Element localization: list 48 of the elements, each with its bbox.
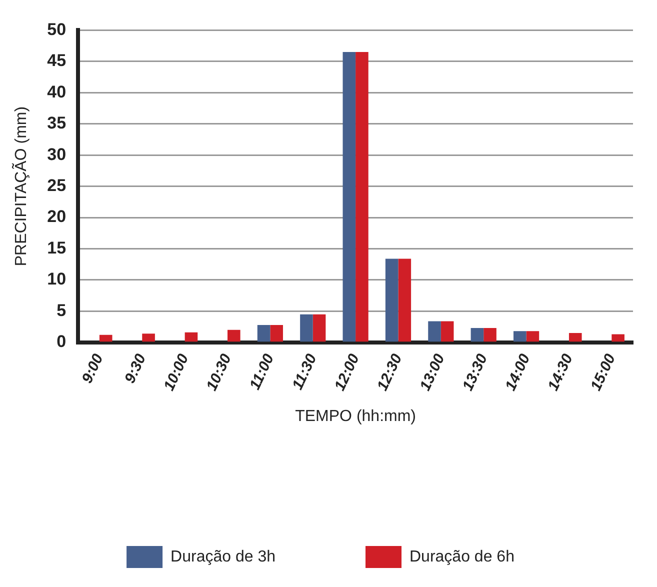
y-tick-label: 30 xyxy=(47,144,66,164)
x-tick-label: 11:00 xyxy=(246,350,278,392)
bar xyxy=(568,333,582,342)
bar xyxy=(356,52,368,342)
bar xyxy=(142,334,155,342)
bar xyxy=(398,258,412,342)
bar xyxy=(312,314,326,342)
x-tick-label: 9:30 xyxy=(121,350,150,386)
x-tick-label: 11:30 xyxy=(289,350,321,392)
bar xyxy=(257,324,270,342)
bar xyxy=(428,321,441,342)
x-tick-label: 12:00 xyxy=(331,350,364,394)
legend-label: Duração de 6h xyxy=(410,548,514,566)
y-tick-label: 45 xyxy=(47,51,66,70)
bar xyxy=(184,332,198,342)
y-tick-label: 35 xyxy=(47,114,66,133)
x-tick-label: 9:00 xyxy=(78,350,108,386)
y-tick-label: 20 xyxy=(47,207,66,226)
x-tick-label: 10:30 xyxy=(203,350,236,394)
x-tick-label: 15:00 xyxy=(587,350,620,394)
x-tick-label: 14:00 xyxy=(502,350,534,394)
y-tick-label: 50 xyxy=(47,20,66,39)
x-tick-label: 10:00 xyxy=(160,350,192,394)
y-axis-title: PRECIPITAÇÃO (mm) xyxy=(11,106,30,266)
y-tick-label: 15 xyxy=(47,238,66,258)
bar xyxy=(612,334,624,342)
x-tick-label: 13:00 xyxy=(416,350,449,394)
bar xyxy=(385,258,398,342)
y-tick-label: 0 xyxy=(56,332,66,352)
y-tick-label: 10 xyxy=(47,270,66,289)
bar xyxy=(300,314,313,342)
bar xyxy=(440,321,454,342)
legend-label: Duração de 3h xyxy=(170,548,276,566)
x-tick-label: 14:30 xyxy=(544,350,577,394)
bar xyxy=(270,324,283,342)
y-tick-label: 40 xyxy=(47,82,66,102)
bar xyxy=(470,328,484,342)
x-tick-label: 12:30 xyxy=(374,350,406,394)
bar xyxy=(342,52,356,342)
bar xyxy=(526,331,540,342)
bar xyxy=(484,328,496,342)
bar xyxy=(99,334,112,342)
bar xyxy=(513,331,526,342)
y-tick-label: 5 xyxy=(56,300,66,320)
bar xyxy=(228,330,240,342)
x-axis-title: TEMPO (hh:mm) xyxy=(295,408,416,425)
y-tick-label: 25 xyxy=(47,176,66,195)
x-tick-label: 13:30 xyxy=(459,350,492,394)
